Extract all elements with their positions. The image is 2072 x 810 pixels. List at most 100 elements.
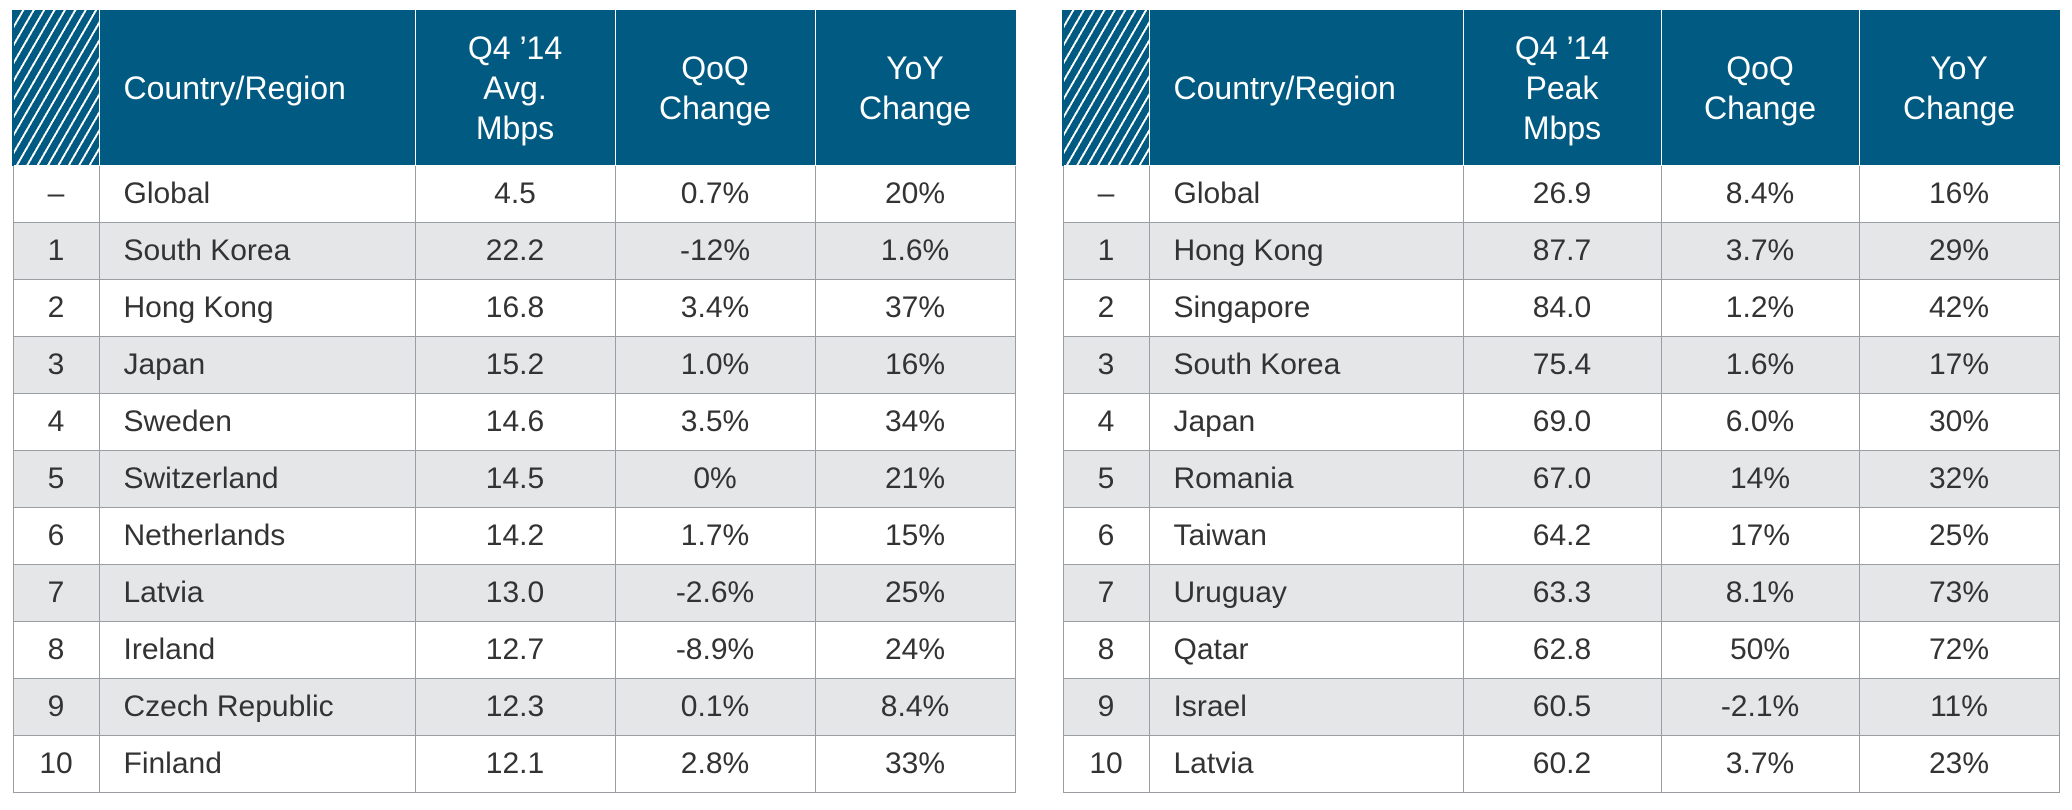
yoy-cell: 30%	[1858, 393, 2060, 451]
qoq-cell: 3.4%	[614, 279, 816, 337]
rank-cell: 5	[12, 450, 100, 508]
yoy-cell: 24%	[814, 621, 1016, 679]
speed-cell: 60.5	[1462, 678, 1662, 736]
region-cell: Czech Republic	[98, 678, 416, 736]
header-line: YoY	[886, 49, 944, 86]
rank-cell: 4	[1062, 393, 1150, 451]
table-row: 8 Ireland 12.7 -8.9% 24%	[12, 621, 1016, 679]
rank-cell: 4	[12, 393, 100, 451]
rank-cell: 2	[12, 279, 100, 337]
header-country-region: Country/Region	[98, 10, 416, 166]
hatch-corner	[1062, 10, 1150, 166]
qoq-cell: 1.0%	[614, 336, 816, 394]
rank-cell: 6	[12, 507, 100, 565]
speed-cell: 62.8	[1462, 621, 1662, 679]
hatch-corner	[12, 10, 100, 166]
table-row: 10 Finland 12.1 2.8% 33%	[12, 735, 1016, 793]
region-cell: Qatar	[1148, 621, 1464, 679]
qoq-cell: 2.8%	[614, 735, 816, 793]
table-row: 7 Latvia 13.0 -2.6% 25%	[12, 564, 1016, 622]
region-cell: Japan	[98, 336, 416, 394]
qoq-cell: 0%	[614, 450, 816, 508]
rank-cell: 1	[1062, 222, 1150, 280]
table-row: – Global 4.5 0.7% 20%	[12, 165, 1016, 223]
qoq-cell: -8.9%	[614, 621, 816, 679]
table-row: 1 Hong Kong 87.7 3.7% 29%	[1062, 222, 2060, 280]
header-yoy-change: YoY Change	[814, 10, 1016, 166]
qoq-cell: -2.1%	[1660, 678, 1860, 736]
yoy-cell: 20%	[814, 165, 1016, 223]
qoq-cell: 1.6%	[1660, 336, 1860, 394]
table-row: 4 Sweden 14.6 3.5% 34%	[12, 393, 1016, 451]
table-row: 5 Romania 67.0 14% 32%	[1062, 450, 2060, 508]
header-line: Avg.	[483, 69, 547, 106]
region-cell: Hong Kong	[1148, 222, 1464, 280]
qoq-cell: 6.0%	[1660, 393, 1860, 451]
qoq-cell: 8.1%	[1660, 564, 1860, 622]
table-row: 6 Netherlands 14.2 1.7% 15%	[12, 507, 1016, 565]
region-cell: Uruguay	[1148, 564, 1464, 622]
header-line: Change	[858, 89, 972, 126]
table-row: 1 South Korea 22.2 -12% 1.6%	[12, 222, 1016, 280]
rank-cell: 10	[12, 735, 100, 793]
yoy-cell: 8.4%	[814, 678, 1016, 736]
table-row: 10 Latvia 60.2 3.7% 23%	[1062, 735, 2060, 793]
speed-cell: 60.2	[1462, 735, 1662, 793]
yoy-cell: 21%	[814, 450, 1016, 508]
yoy-cell: 15%	[814, 507, 1016, 565]
qoq-cell: 17%	[1660, 507, 1860, 565]
yoy-cell: 37%	[814, 279, 1016, 337]
region-cell: Global	[1148, 165, 1464, 223]
header-line: Change	[658, 89, 772, 126]
qoq-cell: 3.7%	[1660, 222, 1860, 280]
rank-cell: 8	[1062, 621, 1150, 679]
speed-cell: 14.5	[414, 450, 616, 508]
qoq-cell: 1.7%	[614, 507, 816, 565]
table-row: 3 South Korea 75.4 1.6% 17%	[1062, 336, 2060, 394]
yoy-cell: 1.6%	[814, 222, 1016, 280]
speed-cell: 84.0	[1462, 279, 1662, 337]
qoq-cell: 8.4%	[1660, 165, 1860, 223]
region-cell: Romania	[1148, 450, 1464, 508]
region-cell: Japan	[1148, 393, 1464, 451]
yoy-cell: 16%	[1858, 165, 2060, 223]
peak-speed-table: Country/Region Q4 ’14 Peak Mbps QoQ Chan…	[1062, 10, 2060, 793]
rank-cell: 10	[1062, 735, 1150, 793]
speed-cell: 14.2	[414, 507, 616, 565]
rank-cell: 9	[12, 678, 100, 736]
header-line: Mbps	[1522, 109, 1602, 146]
rank-cell: 3	[1062, 336, 1150, 394]
header-row: Country/Region Q4 ’14 Peak Mbps QoQ Chan…	[1062, 10, 2060, 166]
yoy-cell: 34%	[814, 393, 1016, 451]
region-cell: Latvia	[1148, 735, 1464, 793]
region-cell: Switzerland	[98, 450, 416, 508]
speed-cell: 63.3	[1462, 564, 1662, 622]
header-line: Q4 ’14	[467, 29, 563, 66]
header-line: YoY	[1930, 49, 1988, 86]
yoy-cell: 33%	[814, 735, 1016, 793]
table-row: 3 Japan 15.2 1.0% 16%	[12, 336, 1016, 394]
speed-cell: 69.0	[1462, 393, 1662, 451]
yoy-cell: 73%	[1858, 564, 2060, 622]
region-cell: Finland	[98, 735, 416, 793]
table-body: – Global 4.5 0.7% 20% 1 South Korea 22.2 -12% 1.6…	[12, 165, 1016, 793]
region-cell: Taiwan	[1148, 507, 1464, 565]
speed-cell: 12.1	[414, 735, 616, 793]
region-cell: Sweden	[98, 393, 416, 451]
rank-cell: 9	[1062, 678, 1150, 736]
qoq-cell: -12%	[614, 222, 816, 280]
region-cell: Netherlands	[98, 507, 416, 565]
rank-cell: –	[1062, 165, 1150, 223]
speed-cell: 15.2	[414, 336, 616, 394]
table-row: 2 Singapore 84.0 1.2% 42%	[1062, 279, 2060, 337]
qoq-cell: 3.5%	[614, 393, 816, 451]
table-row: 4 Japan 69.0 6.0% 30%	[1062, 393, 2060, 451]
table-row: 5 Switzerland 14.5 0% 21%	[12, 450, 1016, 508]
yoy-cell: 25%	[1858, 507, 2060, 565]
qoq-cell: 3.7%	[1660, 735, 1860, 793]
qoq-cell: 0.1%	[614, 678, 816, 736]
header-avg-mbps: Q4 ’14 Avg. Mbps	[414, 10, 616, 166]
table-row: 8 Qatar 62.8 50% 72%	[1062, 621, 2060, 679]
qoq-cell: -2.6%	[614, 564, 816, 622]
speed-cell: 75.4	[1462, 336, 1662, 394]
